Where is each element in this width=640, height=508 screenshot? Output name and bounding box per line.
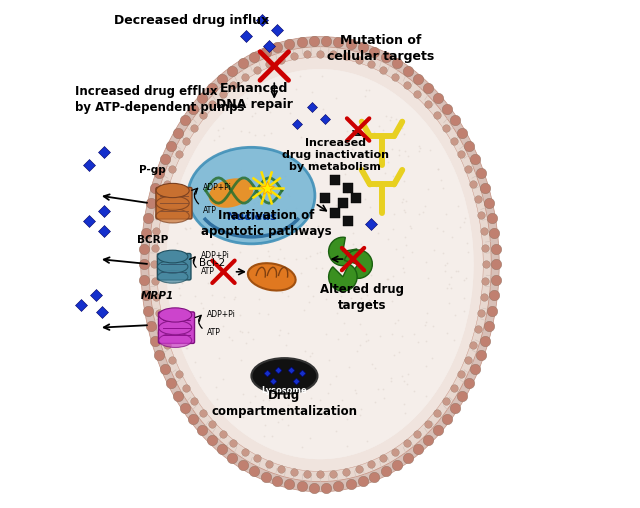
Ellipse shape: [166, 69, 474, 459]
Text: ATP: ATP: [203, 206, 217, 215]
Wedge shape: [328, 264, 357, 291]
Text: Decreased drug influx: Decreased drug influx: [115, 14, 269, 27]
Ellipse shape: [252, 358, 317, 394]
Text: ATP: ATP: [200, 267, 214, 276]
Text: P-gp: P-gp: [139, 165, 166, 175]
Ellipse shape: [141, 37, 499, 492]
Ellipse shape: [156, 209, 189, 223]
Ellipse shape: [159, 333, 192, 347]
Ellipse shape: [159, 321, 192, 335]
Text: Lysosome: Lysosome: [262, 386, 307, 395]
FancyBboxPatch shape: [159, 312, 195, 343]
Text: Enhanced
DNA repair: Enhanced DNA repair: [216, 82, 292, 111]
Ellipse shape: [157, 261, 188, 273]
Ellipse shape: [157, 57, 483, 471]
FancyBboxPatch shape: [157, 253, 191, 280]
Ellipse shape: [248, 263, 296, 291]
Ellipse shape: [156, 183, 189, 198]
Text: Increased
drug inactivation
by metabolism: Increased drug inactivation by metabolis…: [282, 138, 388, 172]
Text: Nucleus: Nucleus: [227, 212, 276, 222]
Ellipse shape: [209, 178, 253, 208]
Text: Bcl-2: Bcl-2: [199, 258, 225, 268]
Text: Inactivation of
apoptotic pathways: Inactivation of apoptotic pathways: [202, 209, 332, 238]
Ellipse shape: [148, 47, 492, 482]
Ellipse shape: [156, 196, 189, 210]
Wedge shape: [344, 250, 372, 278]
Text: ATP: ATP: [207, 328, 221, 337]
Ellipse shape: [157, 270, 188, 283]
Wedge shape: [328, 237, 357, 266]
Ellipse shape: [166, 69, 474, 459]
Text: ADP+Pi: ADP+Pi: [203, 183, 232, 193]
FancyBboxPatch shape: [156, 187, 192, 219]
Text: Altered drug
targets: Altered drug targets: [319, 282, 404, 312]
Text: Increased drug efflux
by ATP-dependent pumps: Increased drug efflux by ATP-dependent p…: [75, 84, 244, 114]
Text: BCRP: BCRP: [137, 235, 168, 245]
Text: MRP1: MRP1: [141, 291, 174, 301]
Text: ADP+Pi: ADP+Pi: [207, 310, 236, 319]
Text: Mutation of
cellular targets: Mutation of cellular targets: [327, 34, 435, 63]
Text: Drug
compartmentalization: Drug compartmentalization: [211, 389, 357, 419]
Ellipse shape: [157, 250, 188, 263]
Ellipse shape: [159, 308, 192, 322]
Ellipse shape: [188, 147, 315, 244]
Text: ADP+Pi: ADP+Pi: [200, 251, 230, 260]
